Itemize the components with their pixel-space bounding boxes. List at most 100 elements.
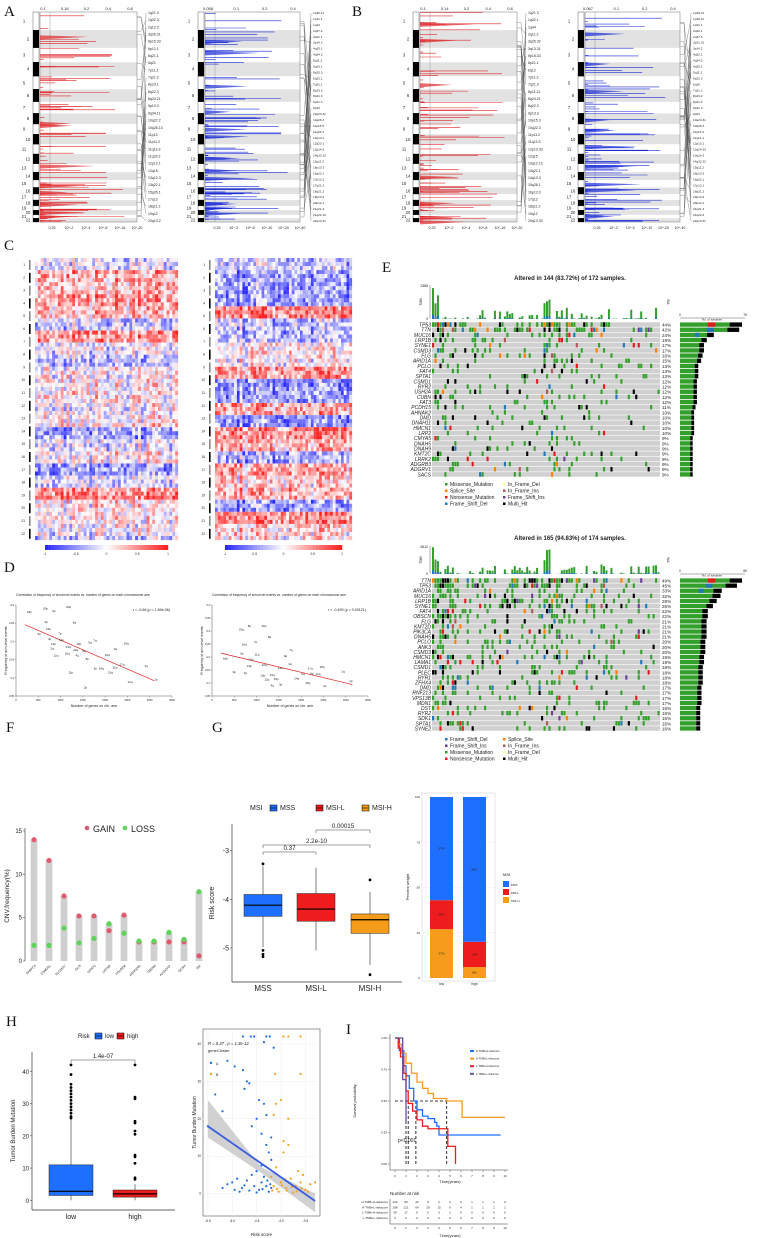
heatmap-cell xyxy=(152,266,156,271)
heatmap-cell xyxy=(155,535,159,541)
heatmap-cell xyxy=(149,419,153,424)
heatmap-cell xyxy=(40,298,44,303)
heatmap-cell xyxy=(77,366,81,371)
heatmap-cell xyxy=(140,451,144,456)
heatmap-cell xyxy=(49,266,53,271)
bottom-tick-label: 10^-20 xyxy=(278,226,289,230)
heatmap-cell xyxy=(313,286,317,291)
heatmap-cell xyxy=(267,262,270,267)
heatmap-cell xyxy=(89,519,93,524)
heatmap-cell xyxy=(92,491,96,496)
chromosome-label: 15 xyxy=(187,181,192,186)
heatmap-cell xyxy=(117,338,121,343)
heatmap-cell xyxy=(40,286,44,291)
cytoband-label: 20p12.1 xyxy=(313,201,324,205)
heatmap-cell xyxy=(169,527,173,533)
heatmap-cell xyxy=(106,487,110,492)
heatmap-cell xyxy=(169,515,173,520)
heatmap-cell xyxy=(75,338,78,343)
heatmap-cell xyxy=(123,523,127,529)
heatmap-cell xyxy=(43,507,47,512)
heatmap-cell xyxy=(35,431,38,436)
heatmap-cell xyxy=(35,439,38,444)
heatmap-cell xyxy=(115,386,119,392)
heatmap-cell xyxy=(106,270,110,275)
heatmap-cell xyxy=(86,415,90,420)
heatmap-cell xyxy=(106,491,110,496)
heatmap-cell xyxy=(146,302,150,307)
heatmap-cell xyxy=(163,431,167,436)
cytoband-leader xyxy=(680,86,692,156)
heatmap-cell xyxy=(100,475,104,480)
heatmap-cell xyxy=(95,342,99,347)
heatmap-cell xyxy=(160,358,164,363)
heatmap-cell xyxy=(63,527,67,533)
heatmap-cell xyxy=(37,374,41,379)
heatmap-cell xyxy=(46,523,50,529)
heatmap-cell xyxy=(152,535,156,541)
peak-area xyxy=(420,83,452,88)
heatmap-cell xyxy=(146,354,150,359)
heatmap-cell xyxy=(146,431,150,436)
heatmap-cell xyxy=(169,455,173,460)
heatmap-cell xyxy=(140,354,144,359)
heatmap-cell xyxy=(112,519,116,524)
heatmap-cell xyxy=(146,258,150,263)
heatmap-cell xyxy=(57,443,61,448)
cytoband-label: 11q22.3 xyxy=(313,130,324,134)
heatmap-cell xyxy=(166,294,170,299)
heatmap-cell xyxy=(120,394,124,400)
heatmap-cell xyxy=(46,451,50,456)
heatmap-cell xyxy=(95,435,99,440)
heatmap-cell xyxy=(149,427,153,432)
heatmap-cell xyxy=(89,451,93,456)
heatmap-cell xyxy=(123,407,127,412)
heatmap-cell xyxy=(75,366,78,371)
heatmap-cell xyxy=(89,515,93,520)
heatmap-cell xyxy=(313,258,317,263)
heatmap-cell xyxy=(109,322,113,327)
heatmap-cell xyxy=(155,342,159,347)
heatmap-cell xyxy=(35,411,38,416)
heatmap-cell xyxy=(72,531,76,537)
heatmap-cell xyxy=(103,274,107,279)
heatmap-cell xyxy=(152,487,156,492)
heatmap-cell xyxy=(95,399,99,404)
heatmap-cell xyxy=(52,455,56,460)
heatmap-cell xyxy=(83,423,87,428)
heatmap-cell xyxy=(160,314,164,319)
chromosome-band xyxy=(420,172,517,180)
top-tick-label: 0.16 xyxy=(61,6,70,11)
heatmap-cell xyxy=(55,399,58,404)
heatmap-cell xyxy=(137,262,141,267)
heatmap-cell xyxy=(40,334,44,339)
heatmap-cell xyxy=(109,471,113,476)
heatmap-cell xyxy=(132,334,136,339)
heatmap-cell xyxy=(149,354,153,359)
heatmap-cell xyxy=(55,431,58,436)
heatmap-cell xyxy=(75,427,78,432)
heatmap-cell xyxy=(335,282,339,287)
heatmap-cell xyxy=(115,411,119,416)
cytoband-leader xyxy=(517,41,527,66)
heatmap-cell xyxy=(43,282,47,287)
heatmap-cell xyxy=(169,439,173,444)
heatmap-cell xyxy=(132,443,136,448)
heatmap-cell xyxy=(115,330,119,335)
heatmap-cell xyxy=(152,431,156,436)
heatmap-cell xyxy=(63,535,67,541)
heatmap-cell xyxy=(37,394,41,400)
heatmap-cell xyxy=(69,403,73,408)
bottom-tick-label: 10^-10 xyxy=(641,226,652,230)
heatmap-cell xyxy=(341,278,344,283)
heatmap-cell xyxy=(80,419,84,424)
heatmap-cell xyxy=(100,278,104,283)
heatmap-cell xyxy=(149,535,153,541)
heatmap-cell xyxy=(57,382,61,388)
heatmap-cell xyxy=(160,258,164,263)
heatmap-cell xyxy=(172,350,176,355)
heatmap-cell xyxy=(103,334,107,339)
heatmap-cell xyxy=(60,370,64,375)
heatmap-cell xyxy=(75,262,78,267)
heatmap-cell xyxy=(100,394,104,400)
